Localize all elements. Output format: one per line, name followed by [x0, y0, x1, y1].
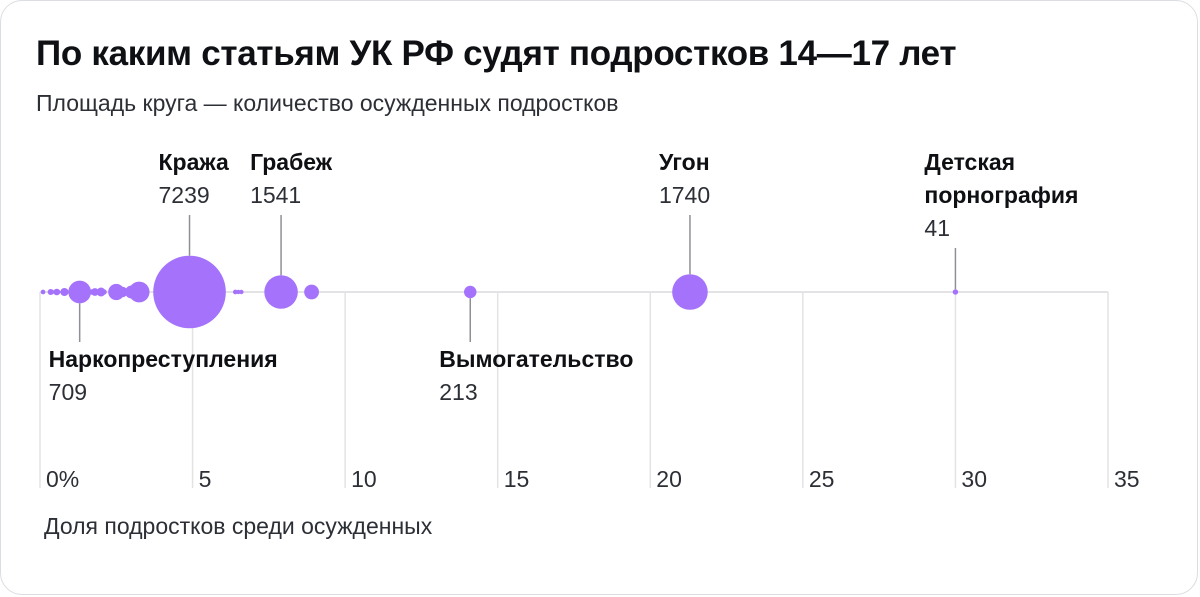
- x-tick-label: 5: [199, 466, 212, 492]
- bubble-label-name: Наркопреступления: [49, 346, 278, 372]
- x-tick-label: 35: [1114, 466, 1140, 492]
- bubble-labels: Кража 7239 Грабеж 1541 Угон 1740 Детская порног…: [49, 149, 1079, 405]
- x-tick-label: 30: [961, 466, 987, 492]
- bubble: [40, 289, 46, 295]
- bubble-label-name: Вымогательство: [439, 346, 633, 372]
- bubble-label-name: Угон: [659, 149, 710, 175]
- bubble-label-value: 41: [924, 215, 950, 241]
- bubble: [50, 289, 55, 295]
- bubble: [60, 288, 68, 296]
- bubble-labeled: [68, 280, 92, 304]
- x-tick-label: 15: [504, 466, 530, 492]
- bubble: [101, 289, 107, 295]
- x-tick-label: 25: [809, 466, 835, 492]
- bubble-label-name: Детская: [924, 149, 1015, 175]
- x-axis-label: Доля подростков среди осужденных: [44, 513, 433, 539]
- bubble-label-value: 709: [49, 379, 87, 405]
- bubble-label-value: 1740: [659, 182, 710, 208]
- bubble-label-value: 213: [439, 379, 477, 405]
- bubble: [128, 281, 150, 303]
- gridlines: [39, 292, 1109, 488]
- chart-subtitle: Площадь круга — количество осужденных по…: [36, 90, 619, 116]
- bubble: [236, 289, 241, 295]
- bubble: [304, 284, 319, 300]
- leader-lines: [78, 215, 957, 342]
- chart-title: По каким статьям УК РФ судят подростков …: [36, 34, 957, 73]
- bubble-label-value: 1541: [250, 182, 301, 208]
- bubble: [56, 289, 61, 295]
- x-tick-label: 20: [656, 466, 682, 492]
- bubble-label-name: Грабеж: [250, 149, 333, 175]
- bubble-labeled: [952, 289, 959, 295]
- bubble-labeled: [153, 255, 226, 329]
- bubble: [239, 289, 244, 295]
- bubble-labeled: [672, 274, 708, 310]
- bubble: [117, 286, 128, 298]
- x-tick-label: 10: [351, 466, 377, 492]
- bubble: [91, 288, 99, 296]
- bubble-labeled: [264, 275, 298, 309]
- bubble: [232, 289, 238, 295]
- x-tick-labels: 0% 5 10 15 20 25 30 35: [46, 466, 1140, 492]
- bubble-label-value: 7239: [159, 182, 210, 208]
- bubble-labeled: [464, 285, 477, 299]
- x-tick-label: 0%: [46, 466, 79, 492]
- bubble-label-name: Кража: [159, 149, 229, 175]
- bubble-label-name: порнография: [924, 182, 1078, 208]
- bubbles: [40, 255, 959, 329]
